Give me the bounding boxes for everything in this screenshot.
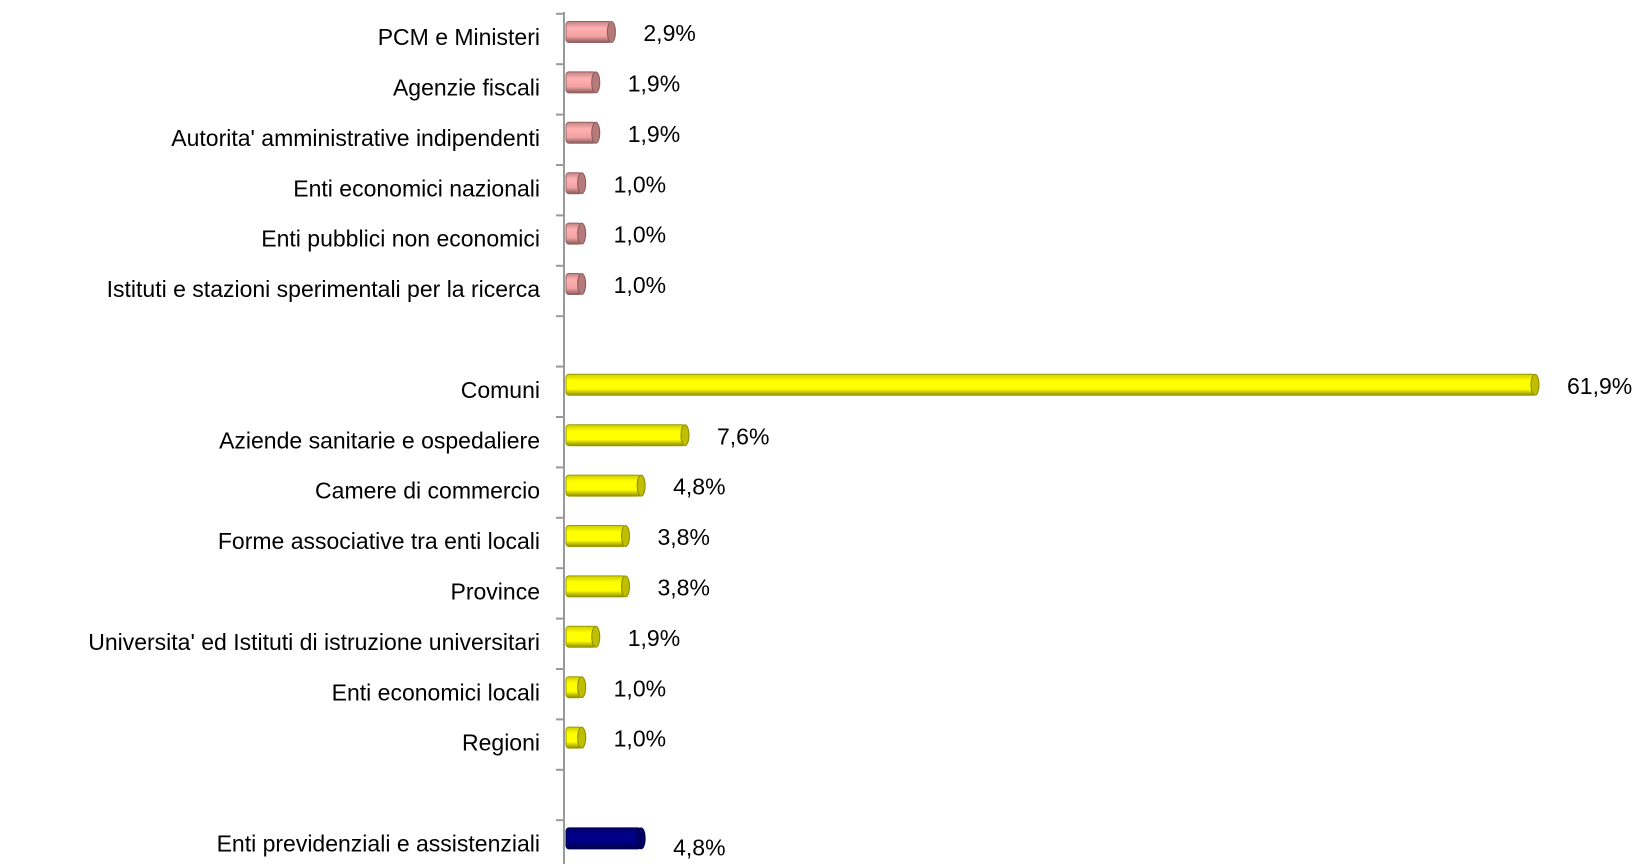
bar bbox=[565, 373, 1536, 396]
bar bbox=[565, 21, 612, 43]
data-label: 61,9% bbox=[1567, 373, 1632, 399]
y-tick-label: PCM e Ministeri bbox=[378, 24, 540, 50]
data-label: 1,9% bbox=[628, 121, 680, 147]
bar-cap bbox=[591, 121, 601, 144]
data-label: 4,8% bbox=[673, 834, 725, 860]
data-label: 1,0% bbox=[614, 726, 666, 752]
bar bbox=[565, 474, 642, 497]
bar-cap bbox=[606, 21, 616, 43]
bar-cap bbox=[636, 827, 646, 850]
y-tick-label: Autorita' amministrative indipendenti bbox=[171, 125, 540, 151]
bar-cap bbox=[620, 575, 630, 598]
y-tick-label: Regioni bbox=[462, 730, 540, 756]
y-tick-label: Enti economici locali bbox=[332, 679, 540, 705]
data-label: 2,9% bbox=[643, 20, 695, 46]
bar-cap bbox=[636, 474, 646, 497]
y-tick-label: Forme associative tra enti locali bbox=[218, 528, 540, 554]
data-label: 1,0% bbox=[614, 272, 666, 298]
bar-cap bbox=[591, 71, 601, 94]
y-tick-label: Province bbox=[451, 578, 540, 604]
bar bbox=[565, 827, 642, 850]
data-label: 3,8% bbox=[657, 524, 709, 550]
bar bbox=[565, 575, 626, 598]
y-tick-label: Comuni bbox=[461, 377, 540, 403]
y-tick-label: Universita' ed Istituti di istruzione un… bbox=[88, 629, 540, 655]
y-tick-label: Camere di commercio bbox=[315, 478, 540, 504]
data-label: 1,0% bbox=[614, 675, 666, 701]
y-tick-label: Enti pubblici non economici bbox=[261, 226, 540, 252]
data-label: 4,8% bbox=[673, 474, 725, 500]
data-label: 1,0% bbox=[614, 222, 666, 248]
y-tick-label: Aziende sanitarie e ospedaliere bbox=[219, 427, 540, 453]
bar-cap bbox=[1530, 373, 1540, 396]
bar bbox=[565, 525, 626, 547]
bar-cap bbox=[577, 273, 587, 295]
bar-cap bbox=[577, 222, 587, 245]
data-label: 1,0% bbox=[614, 171, 666, 197]
data-label: 1,9% bbox=[628, 625, 680, 651]
bar-cap bbox=[577, 172, 587, 195]
y-tick-label: Enti previdenziali e assistenziali bbox=[217, 830, 540, 856]
y-tick-label: Agenzie fiscali bbox=[393, 74, 540, 100]
data-label: 3,8% bbox=[657, 574, 709, 600]
bar-cap bbox=[591, 625, 601, 648]
y-tick-label: Enti economici nazionali bbox=[293, 175, 540, 201]
data-label: 7,6% bbox=[717, 423, 769, 449]
bar-cap bbox=[680, 424, 690, 447]
y-tick-label: Istituti e stazioni sperimentali per la … bbox=[107, 276, 541, 302]
bar-cap bbox=[577, 676, 587, 699]
bar-cap bbox=[577, 726, 587, 749]
bar bbox=[565, 424, 686, 447]
bar-cap bbox=[620, 525, 630, 547]
data-label: 1,9% bbox=[628, 70, 680, 96]
